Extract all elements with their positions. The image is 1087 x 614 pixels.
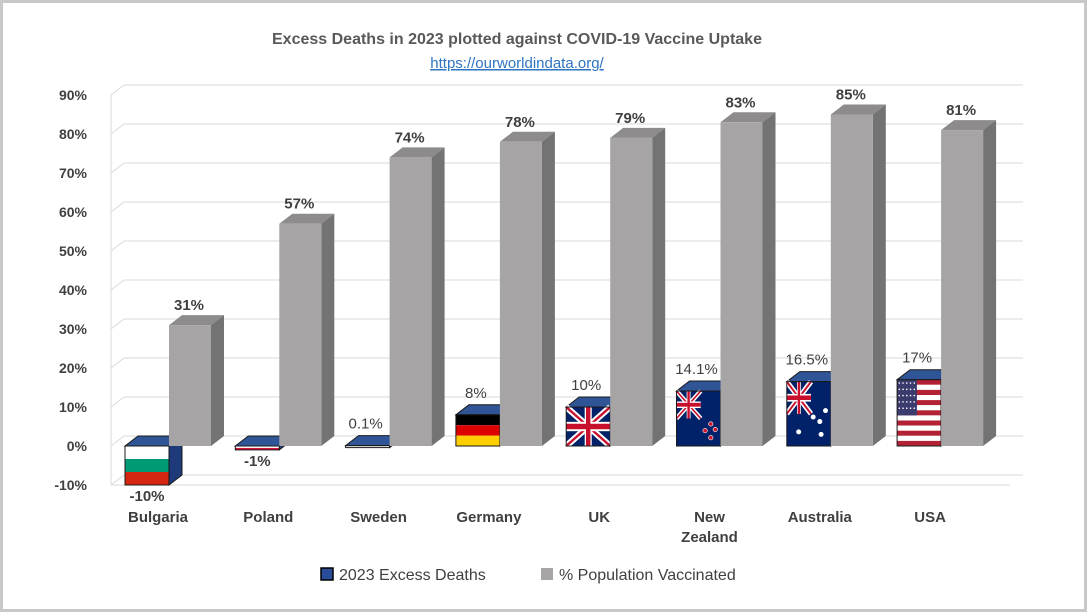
x-tick-label: Australia: [788, 509, 853, 526]
data-label-vaccinated: 85%: [836, 87, 866, 104]
legend-item-excess-deaths[interactable]: 2023 Excess Deaths: [320, 567, 486, 584]
x-tick-label: UK: [588, 509, 610, 526]
flag-usa-icon: [897, 379, 942, 446]
x-tick-label: Germany: [456, 509, 522, 526]
x-tick-label: New: [694, 509, 725, 526]
gridline-depth: [110, 279, 125, 291]
y-tick-label: 20%: [59, 360, 88, 376]
bar-vaccinated: [279, 213, 335, 446]
data-label-excess-deaths: 0.1%: [348, 416, 382, 433]
x-tick-label: Zealand: [681, 529, 738, 546]
x-tick-label: Sweden: [350, 509, 407, 526]
data-label-vaccinated: 57%: [284, 196, 314, 213]
y-axis: 90% 80% 70% 60% 50% 40% 30% 20% 10% 0% -10%: [54, 87, 87, 493]
bar-vaccinated: [169, 315, 224, 446]
flag-uk-icon: [564, 404, 613, 449]
flag-australia-icon: [784, 380, 831, 446]
x-tick-label: Poland: [243, 509, 293, 526]
y-tick-label: 90%: [59, 87, 88, 103]
legend-label: % Population Vaccinated: [559, 567, 736, 584]
data-label-vaccinated: 31%: [174, 297, 204, 314]
chart-title: Excess Deaths in 2023 plotted against CO…: [272, 31, 762, 48]
y-tick-label: 0%: [67, 438, 88, 454]
bar-vaccinated: [610, 127, 666, 447]
data-label-excess-deaths: 8%: [465, 385, 487, 402]
bar-vaccinated: [941, 120, 997, 446]
y-tick-label: 60%: [59, 204, 88, 220]
flag-poland-icon: [235, 446, 280, 450]
gridline-depth: [110, 162, 125, 174]
gridline-depth: [110, 201, 125, 213]
y-tick-label: 80%: [59, 126, 88, 142]
data-label-excess-deaths: 10%: [571, 377, 601, 394]
x-tick-label: USA: [914, 509, 946, 526]
data-label-vaccinated: 78%: [505, 114, 535, 131]
gridline-depth: [110, 240, 125, 252]
legend-item-vaccinated[interactable]: % Population Vaccinated: [541, 567, 736, 584]
bar-vaccinated: [499, 131, 555, 447]
data-label-vaccinated: 74%: [395, 129, 425, 146]
bar-vaccinated: [389, 147, 445, 446]
y-tick-label: -10%: [54, 477, 87, 493]
data-label-vaccinated: 79%: [615, 110, 645, 127]
gridline-depth: [110, 357, 125, 369]
legend-label: 2023 Excess Deaths: [339, 567, 486, 584]
bar-excess-deaths: [784, 370, 846, 448]
data-label-excess-deaths: -10%: [129, 488, 164, 505]
y-tick-label: 10%: [59, 399, 88, 415]
data-label-excess-deaths: 14.1%: [675, 361, 718, 378]
chart: Excess Deaths in 2023 plotted against CO…: [54, 31, 1023, 584]
gridline-depth: [110, 435, 125, 447]
bars: 31% -10% 57% -1% 74% 0.1% 78% 8% 79% 10% 83% 14.1% 8…: [123, 87, 997, 505]
gridline-depth: [110, 474, 125, 486]
data-label-vaccinated: 81%: [946, 102, 976, 119]
bar-vaccinated: [830, 104, 886, 446]
gridline-depth: [110, 84, 125, 96]
y-tick-label: 50%: [59, 243, 88, 259]
x-axis: Bulgaria Poland Sweden Germany UK New Zealand A…: [128, 509, 946, 546]
bar-excess-deaths: [564, 395, 625, 449]
data-label-vaccinated: 83%: [725, 94, 755, 111]
y-tick-label: 70%: [59, 165, 88, 181]
y-tick-label: 30%: [59, 321, 88, 337]
data-label-excess-deaths: -1%: [244, 453, 271, 470]
data-label-excess-deaths: 16.5%: [786, 352, 829, 369]
source-link[interactable]: https://ourworldindata.org/: [430, 55, 604, 72]
flag-germany-icon: [455, 414, 500, 446]
gridline-depth: [110, 123, 125, 135]
legend: 2023 Excess Deaths % Population Vaccinate…: [320, 567, 736, 584]
data-label-excess-deaths: 17%: [902, 350, 932, 367]
bar-excess-deaths: [123, 434, 184, 487]
y-tick-label: 40%: [59, 282, 88, 298]
flag-new-zealand-icon: [674, 389, 721, 446]
flag-bulgaria-icon: [125, 446, 169, 485]
gridline-depth: [110, 396, 125, 408]
bar-vaccinated: [720, 112, 776, 447]
gridline-depth: [110, 318, 125, 330]
x-tick-label: Bulgaria: [128, 509, 189, 526]
